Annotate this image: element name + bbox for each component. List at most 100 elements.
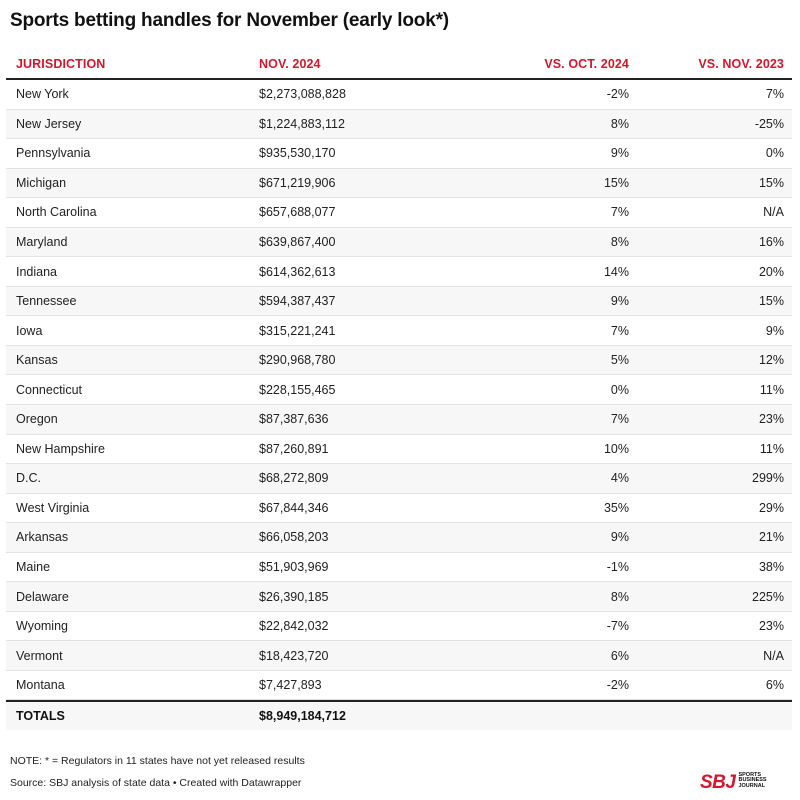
table-row: Pennsylvania $935,530,170 9% 0% <box>6 139 792 169</box>
table-row: Maine $51,903,969 -1% 38% <box>6 553 792 583</box>
cell-vs-nov-2023: 29% <box>758 500 784 515</box>
table-row: Tennessee $594,387,437 9% 15% <box>6 286 792 317</box>
cell-vs-nov-2023: 15% <box>758 294 784 309</box>
cell-jurisdiction: Tennessee <box>16 294 77 309</box>
cell-vs-oct-2024: -7% <box>606 619 629 634</box>
page-title: Sports betting handles for November (ear… <box>10 10 449 31</box>
cell-nov-2024: $51,903,969 <box>259 560 329 575</box>
cell-vs-oct-2024: 0% <box>610 382 629 397</box>
cell-vs-oct-2024: -1% <box>606 560 629 575</box>
cell-jurisdiction: Iowa <box>16 323 43 338</box>
cell-nov-2024: $87,387,636 <box>259 412 329 427</box>
cell-nov-2024: $22,842,032 <box>259 619 329 634</box>
cell-nov-2024: $671,219,906 <box>259 175 336 190</box>
cell-jurisdiction: Indiana <box>16 264 58 279</box>
table-row: Delaware $26,390,185 8% 225% <box>6 582 792 612</box>
cell-vs-oct-2024: 9% <box>610 294 629 309</box>
table-row: Indiana $614,362,613 14% 20% <box>6 257 792 287</box>
table-row: North Carolina $657,688,077 7% N/A <box>6 198 792 228</box>
footnote: NOTE: * = Regulators in 11 states have n… <box>10 755 305 767</box>
totals-nov-2024: $8,949,184,712 <box>259 709 346 724</box>
table-row: D.C. $68,272,809 4% 299% <box>6 464 792 494</box>
cell-nov-2024: $18,423,720 <box>259 648 329 663</box>
cell-nov-2024: $87,260,891 <box>259 441 329 456</box>
cell-vs-nov-2023: 9% <box>765 323 784 338</box>
cell-jurisdiction: Delaware <box>16 589 69 604</box>
cell-vs-nov-2023: 11% <box>759 441 784 456</box>
sbj-logo-icon: SBJ SPORTS BUSINESS JOURNAL <box>700 766 792 792</box>
cell-vs-oct-2024: -2% <box>606 87 629 102</box>
cell-vs-nov-2023: 6% <box>765 678 784 693</box>
cell-vs-oct-2024: 14% <box>603 264 629 279</box>
table-row: New York $2,273,088,828 -2% 7% <box>6 80 792 110</box>
totals-row: TOTALS $8,949,184,712 <box>6 700 792 731</box>
cell-nov-2024: $2,273,088,828 <box>259 87 346 102</box>
cell-vs-nov-2023: 16% <box>758 235 784 249</box>
cell-vs-oct-2024: 5% <box>610 353 629 368</box>
column-header-vs-oct-2024: VS. OCT. 2024 <box>544 57 629 71</box>
cell-vs-oct-2024: 9% <box>610 530 629 545</box>
cell-nov-2024: $1,224,883,112 <box>259 116 345 131</box>
table-row: Wyoming $22,842,032 -7% 23% <box>6 612 792 642</box>
cell-vs-oct-2024: 35% <box>603 500 629 515</box>
cell-vs-nov-2023: 299% <box>752 471 784 486</box>
table-row: New Hampshire $87,260,891 10% 11% <box>6 435 792 465</box>
cell-jurisdiction: Montana <box>16 678 65 693</box>
cell-vs-oct-2024: 8% <box>610 235 629 249</box>
cell-vs-nov-2023: N/A <box>763 648 784 663</box>
cell-vs-nov-2023: 0% <box>765 146 784 161</box>
cell-vs-nov-2023: -25% <box>754 116 784 131</box>
table-row: Maryland $639,867,400 8% 16% <box>6 227 792 258</box>
cell-vs-nov-2023: 15% <box>758 175 784 190</box>
table-row: Michigan $671,219,906 15% 15% <box>6 168 792 199</box>
cell-nov-2024: $614,362,613 <box>259 264 336 279</box>
cell-nov-2024: $66,058,203 <box>259 530 329 545</box>
cell-nov-2024: $67,844,346 <box>259 500 329 515</box>
table-row: Iowa $315,221,241 7% 9% <box>6 316 792 346</box>
cell-jurisdiction: Maine <box>16 560 51 575</box>
cell-vs-nov-2023: 38% <box>758 560 784 575</box>
cell-jurisdiction: New York <box>16 87 69 102</box>
cell-vs-oct-2024: 15% <box>603 175 629 190</box>
column-header-nov-2024: NOV. 2024 <box>259 57 321 71</box>
cell-jurisdiction: Arkansas <box>16 530 69 545</box>
cell-jurisdiction: Connecticut <box>16 382 83 397</box>
cell-jurisdiction: Maryland <box>16 235 68 249</box>
cell-jurisdiction: Michigan <box>16 175 67 190</box>
data-table: JURISDICTION NOV. 2024 VS. OCT. 2024 VS.… <box>6 50 792 731</box>
cell-vs-nov-2023: 23% <box>758 619 784 634</box>
cell-vs-oct-2024: 9% <box>610 146 629 161</box>
table-row: Montana $7,427,893 -2% 6% <box>6 671 792 701</box>
cell-vs-oct-2024: 4% <box>610 471 629 486</box>
cell-vs-nov-2023: 11% <box>759 382 784 397</box>
table-body: New York $2,273,088,828 -2% 7% New Jersey $1,… <box>6 80 792 701</box>
cell-nov-2024: $594,387,437 <box>259 294 336 309</box>
cell-nov-2024: $657,688,077 <box>259 205 336 220</box>
cell-nov-2024: $26,390,185 <box>259 589 329 604</box>
cell-vs-oct-2024: -2% <box>606 678 629 693</box>
cell-vs-nov-2023: 23% <box>758 412 784 427</box>
cell-jurisdiction: Pennsylvania <box>16 146 91 161</box>
cell-jurisdiction: Wyoming <box>16 619 68 634</box>
source-line: Source: SBJ analysis of state data • Cre… <box>10 777 302 789</box>
cell-nov-2024: $7,427,893 <box>259 678 322 693</box>
cell-nov-2024: $228,155,465 <box>259 382 336 397</box>
cell-jurisdiction: West Virginia <box>16 500 90 515</box>
table-row: West Virginia $67,844,346 35% 29% <box>6 494 792 524</box>
cell-vs-oct-2024: 8% <box>610 116 629 131</box>
cell-jurisdiction: Kansas <box>16 353 58 368</box>
table-row: Connecticut $228,155,465 0% 11% <box>6 375 792 406</box>
table-row: Kansas $290,968,780 5% 12% <box>6 345 792 376</box>
cell-nov-2024: $935,530,170 <box>259 146 336 161</box>
cell-jurisdiction: D.C. <box>16 471 41 486</box>
cell-vs-oct-2024: 7% <box>610 323 629 338</box>
cell-nov-2024: $68,272,809 <box>259 471 329 486</box>
table-row: New Jersey $1,224,883,112 8% -25% <box>6 109 792 140</box>
totals-label: TOTALS <box>16 709 65 724</box>
cell-nov-2024: $639,867,400 <box>259 235 336 249</box>
cell-vs-oct-2024: 7% <box>610 412 629 427</box>
cell-vs-oct-2024: 10% <box>603 441 629 456</box>
logo-subtitle: SPORTS BUSINESS JOURNAL <box>738 771 767 790</box>
column-header-vs-nov-2023: VS. NOV. 2023 <box>698 57 784 71</box>
cell-vs-oct-2024: 7% <box>610 205 629 220</box>
